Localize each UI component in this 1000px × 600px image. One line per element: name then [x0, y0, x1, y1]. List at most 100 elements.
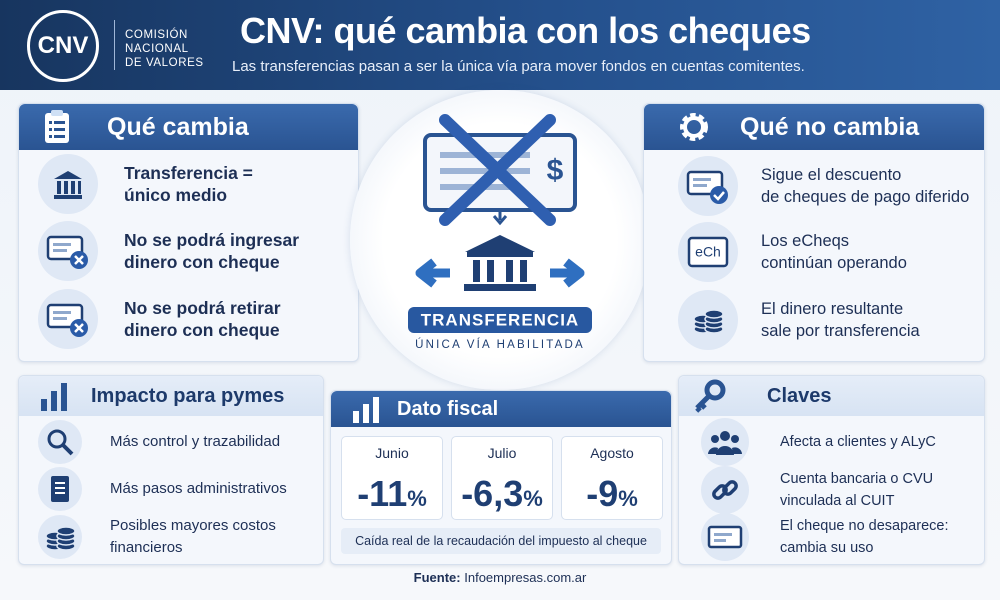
value: -11%: [342, 473, 442, 515]
item-line: único medio: [124, 185, 228, 205]
icon: [686, 170, 728, 204]
value-card: Julio -6,3%: [451, 436, 553, 520]
item-line: Más pasos administrativos: [110, 480, 287, 497]
item-text: No se podrá retirar dinero con cheque: [124, 297, 281, 341]
icon: [51, 476, 69, 502]
item-icon: [38, 154, 98, 214]
item-text: Los eCheqs continúan operando: [761, 230, 907, 274]
panel-title: Qué no cambia: [740, 112, 920, 141]
icon: [712, 480, 738, 500]
item-icon: [678, 156, 738, 216]
bars-icon: [353, 397, 379, 423]
item-line: vinculada al CUIT: [780, 493, 895, 509]
value: -9%: [562, 473, 662, 515]
month: Julio: [487, 445, 517, 461]
panel-title: Claves: [767, 384, 832, 407]
month: Junio: [375, 445, 409, 461]
panel-header: Claves: [679, 376, 984, 416]
center-illustration: $ TRANSFERENCIA ÚNICA VÍA HABILITADA: [408, 114, 592, 351]
title: CNV: qué cambia con los cheques: [240, 10, 811, 51]
panel-header: Impacto para pymes: [19, 376, 323, 416]
panel-header: Qué no cambia: [644, 104, 984, 150]
icon: [46, 235, 88, 269]
value-number: -11: [357, 473, 408, 514]
source: Fuente: Infoempresas.com.ar: [0, 570, 1000, 585]
item-line: El dinero resultante: [761, 300, 904, 318]
value-unit: %: [407, 486, 427, 511]
item-text: Cuenta bancaria o CVU vinculada al CUIT: [780, 468, 933, 512]
center-circle: $ TRANSFERENCIA ÚNICA VÍA HABILITADA: [350, 90, 650, 390]
org-line: DE VALORES: [125, 57, 204, 69]
icon: [708, 431, 742, 455]
icon: [707, 525, 743, 549]
icon-text: eCh: [695, 244, 721, 260]
source-text: Infoempresas.com.ar: [464, 570, 587, 585]
item-line: de cheques de pago diferido: [761, 188, 970, 206]
item-icon: [701, 466, 749, 514]
panel-header: Qué cambia: [19, 104, 358, 150]
item-text: No se podrá ingresar dinero con cheque: [124, 229, 299, 273]
item-icon: [38, 420, 82, 464]
currency-symbol: $: [547, 154, 564, 187]
center-label: TRANSFERENCIA: [421, 310, 579, 329]
item-line: Posibles mayores costos: [110, 517, 276, 534]
item-line: Cuenta bancaria o CVU: [780, 471, 934, 487]
bars-icon: [41, 383, 67, 411]
item-text: El dinero resultante sale por transferenc…: [761, 298, 920, 342]
item-line: Transferencia =: [124, 163, 253, 183]
value-card: Junio -11%: [341, 436, 443, 520]
icon: eCh: [687, 236, 729, 268]
item-line: No se podrá ingresar: [124, 230, 300, 250]
item-text: Más pasos administrativos: [110, 478, 287, 500]
divider: [114, 20, 115, 70]
org-name: COMISIÓN NACIONAL DE VALORES: [125, 28, 204, 70]
item-line: dinero con cheque: [124, 320, 280, 340]
item-line: cambia su uso: [780, 540, 874, 556]
item-line: sale por transferencia: [761, 322, 920, 340]
item-text: Más control y trazabilidad: [110, 431, 280, 453]
item-line: Afecta a clientes y ALyC: [780, 434, 936, 450]
logo: CNV: [27, 10, 99, 82]
icon: [47, 429, 74, 456]
panel-title: Qué cambia: [107, 112, 249, 141]
icon: [46, 303, 88, 337]
item-line: dinero con cheque: [124, 252, 280, 272]
value-card: Agosto -9%: [561, 436, 663, 520]
org-line: NACIONAL: [125, 43, 189, 55]
header: CNV COMISIÓN NACIONAL DE VALORES CNV: qu…: [0, 0, 1000, 90]
panel-title: Dato fiscal: [397, 397, 499, 420]
icon: [693, 309, 724, 334]
caption: Caída real de la recaudación del impuest…: [341, 528, 661, 554]
item-line: Más control y trazabilidad: [110, 433, 281, 450]
item-line: financieros: [110, 539, 183, 556]
item-icon: [38, 221, 98, 281]
month: Agosto: [590, 445, 634, 461]
icon: [54, 171, 82, 199]
item-line: continúan operando: [761, 254, 907, 272]
item-text: Sigue el descuento de cheques de pago dif…: [761, 164, 969, 208]
item-text: Posibles mayores costos financieros: [110, 515, 276, 559]
value: -6,3%: [452, 473, 552, 515]
value-number: -9: [586, 473, 619, 514]
item-text: Transferencia = único medio: [124, 162, 253, 206]
subtitle: Las transferencias pasan a ser la única …: [232, 58, 805, 75]
org-line: COMISIÓN: [125, 29, 188, 41]
item-icon: [38, 515, 82, 559]
logo-text: CNV: [37, 32, 89, 59]
value-number: -6,3: [461, 473, 524, 514]
item-line: No se podrá retirar: [124, 298, 281, 318]
item-text: El cheque no desaparece: cambia su uso: [780, 515, 949, 559]
item-icon: [38, 467, 82, 511]
item-icon: [678, 290, 738, 350]
item-icon: [701, 418, 749, 466]
center-sublabel: ÚNICA VÍA HABILITADA: [415, 338, 585, 351]
item-text: Afecta a clientes y ALyC: [780, 431, 936, 453]
item-line: Los eCheqs: [761, 232, 850, 250]
item-icon: [38, 289, 98, 349]
item-icon: [701, 513, 749, 561]
value-unit: %: [523, 486, 543, 511]
panel-header: Dato fiscal: [331, 391, 671, 427]
item-line: Sigue el descuento: [761, 166, 902, 184]
value-unit: %: [618, 486, 638, 511]
